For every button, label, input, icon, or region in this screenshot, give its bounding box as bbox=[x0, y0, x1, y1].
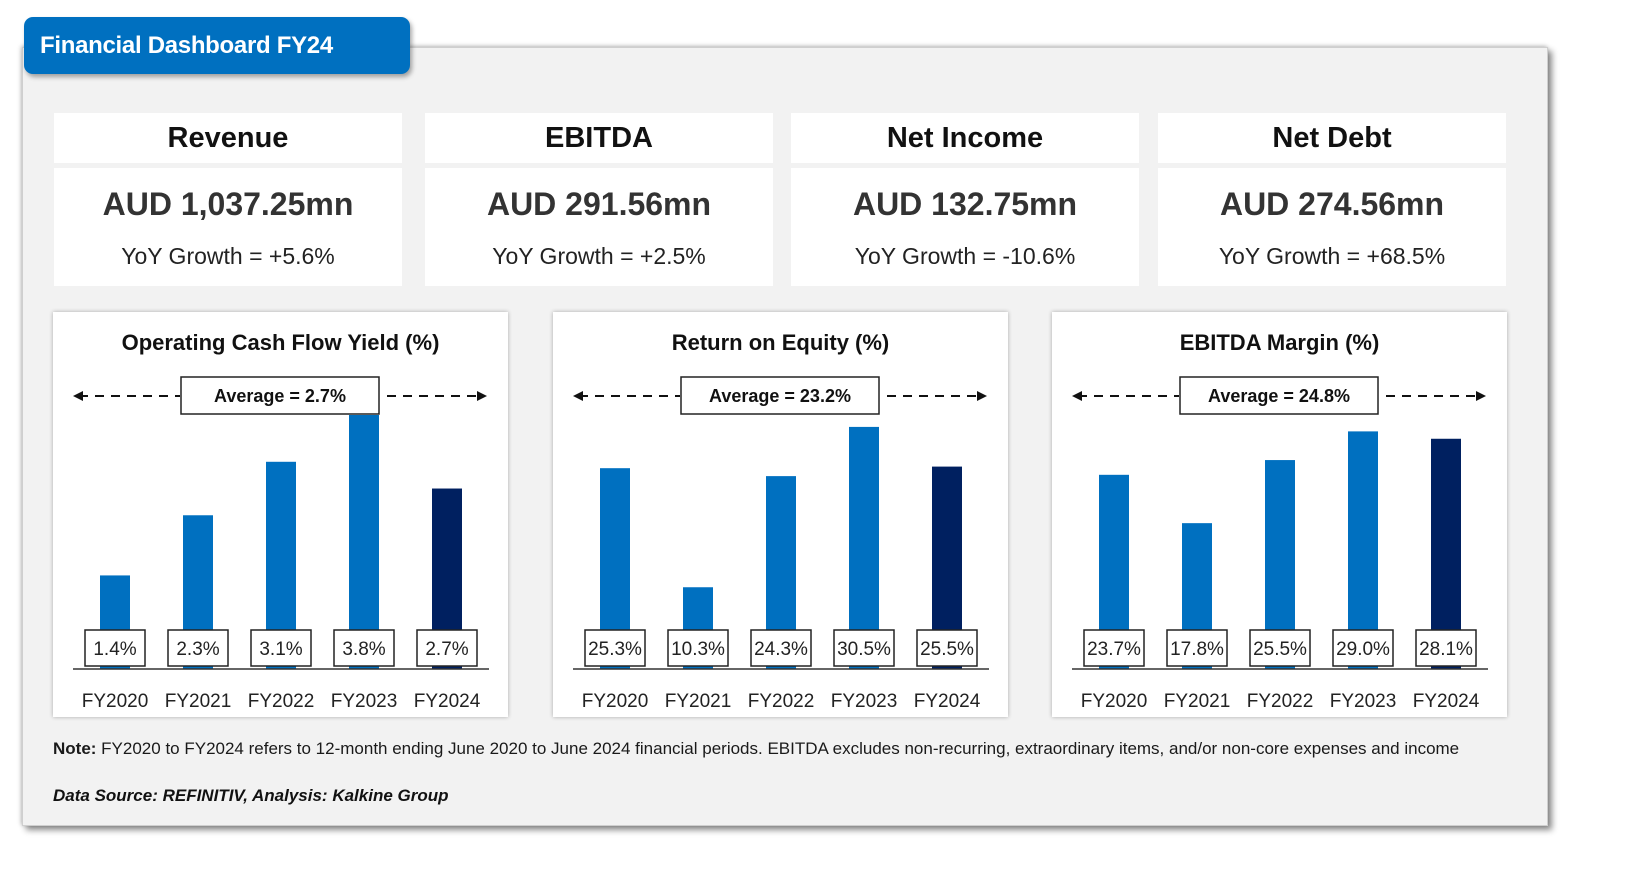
data-label-box bbox=[167, 629, 229, 667]
kpi-growth: YoY Growth = +68.5% bbox=[1218, 243, 1446, 269]
chart-ebitda-margin: EBITDA Margin (%) Average = 24.8% 23.7% FY2… bbox=[1052, 312, 1507, 717]
data-label: 23.7% bbox=[1087, 639, 1141, 660]
chart-return-on-equity: Return on Equity (%) Average = 23.2% 25.3%… bbox=[553, 312, 1008, 717]
data-label-box bbox=[416, 629, 478, 667]
data-label-box bbox=[833, 629, 895, 667]
x-tick-label: FY2022 bbox=[1247, 691, 1314, 712]
data-label: 29.0% bbox=[1336, 639, 1390, 660]
x-tick-label: FY2021 bbox=[665, 691, 732, 712]
kpi-value: AUD 274.56mn bbox=[1219, 186, 1445, 222]
data-label-box bbox=[1332, 629, 1394, 667]
data-source: Data Source: REFINITIV, Analysis: Kalkin… bbox=[53, 786, 449, 805]
average-label-box bbox=[180, 376, 380, 415]
data-label: 30.5% bbox=[837, 639, 891, 660]
chart-svg: Return on Equity (%) Average = 23.2% 25.3%… bbox=[573, 330, 989, 712]
chart-title: EBITDA Margin (%) bbox=[1180, 330, 1380, 355]
data-label: 28.1% bbox=[1419, 639, 1473, 660]
arrow-right-icon bbox=[1476, 391, 1486, 401]
data-label-box bbox=[250, 629, 312, 667]
arrow-left-icon bbox=[573, 391, 583, 401]
kpi-card-net-debt: Net Debt AUD 274.56mn YoY Growth = +68.5… bbox=[1158, 113, 1506, 286]
data-label-box bbox=[667, 629, 729, 667]
data-label-box bbox=[916, 629, 978, 667]
data-label-box bbox=[1083, 629, 1145, 667]
chart-title: Operating Cash Flow Yield (%) bbox=[122, 330, 440, 355]
footnote: Note: FY2020 to FY2024 refers to 12-mont… bbox=[53, 736, 1493, 762]
average-label: Average = 2.7% bbox=[214, 386, 346, 406]
kpi-value: AUD 291.56mn bbox=[486, 186, 712, 222]
kpi-growth: YoY Growth = +2.5% bbox=[492, 243, 706, 269]
x-tick-label: FY2021 bbox=[1164, 691, 1231, 712]
x-tick-label: FY2023 bbox=[331, 691, 398, 712]
x-tick-label: FY2023 bbox=[1330, 691, 1397, 712]
data-label: 3.8% bbox=[342, 639, 385, 660]
arrow-left-icon bbox=[1072, 391, 1082, 401]
kpi-label: Revenue bbox=[54, 113, 402, 163]
kpi-card-ebitda: EBITDA AUD 291.56mn YoY Growth = +2.5% bbox=[425, 113, 773, 286]
data-label: 25.5% bbox=[1253, 639, 1307, 660]
x-tick-label: FY2024 bbox=[414, 691, 481, 712]
data-label: 2.3% bbox=[176, 639, 219, 660]
data-label-box bbox=[750, 629, 812, 667]
kpi-value: AUD 1,037.25mn bbox=[102, 186, 354, 222]
arrow-right-icon bbox=[477, 391, 487, 401]
data-label: 25.5% bbox=[920, 639, 974, 660]
data-label: 10.3% bbox=[671, 639, 725, 660]
x-tick-label: FY2020 bbox=[82, 691, 149, 712]
bar bbox=[849, 426, 879, 669]
data-label: 1.4% bbox=[93, 639, 136, 660]
arrow-left-icon bbox=[73, 391, 83, 401]
note-text: FY2020 to FY2024 refers to 12-month endi… bbox=[96, 739, 1460, 758]
data-label: 17.8% bbox=[1170, 639, 1224, 660]
dashboard-title: Financial Dashboard FY24 bbox=[24, 17, 410, 74]
arrow-right-icon bbox=[977, 391, 987, 401]
average-label-box bbox=[680, 376, 880, 415]
kpi-value: AUD 132.75mn bbox=[852, 186, 1078, 222]
kpi-label: Net Debt bbox=[1158, 113, 1506, 163]
kpi-growth: YoY Growth = -10.6% bbox=[854, 243, 1076, 269]
x-tick-label: FY2021 bbox=[165, 691, 232, 712]
kpi-label: EBITDA bbox=[425, 113, 773, 163]
x-tick-label: FY2024 bbox=[1413, 691, 1480, 712]
note-label: Note: bbox=[53, 739, 97, 758]
x-tick-label: FY2023 bbox=[831, 691, 898, 712]
chart-title: Return on Equity (%) bbox=[672, 330, 890, 355]
x-tick-label: FY2022 bbox=[748, 691, 815, 712]
kpi-growth: YoY Growth = +5.6% bbox=[121, 243, 335, 269]
x-tick-label: FY2022 bbox=[248, 691, 315, 712]
data-label-box bbox=[1415, 629, 1477, 667]
chart-svg: EBITDA Margin (%) Average = 24.8% 23.7% FY2… bbox=[1072, 330, 1488, 712]
data-label: 24.3% bbox=[754, 639, 808, 660]
data-label: 3.1% bbox=[259, 639, 302, 660]
x-tick-label: FY2020 bbox=[582, 691, 649, 712]
chart-operating-cash-flow-yield: Operating Cash Flow Yield (%) Average = 2… bbox=[53, 312, 508, 717]
data-label-box bbox=[84, 629, 146, 667]
data-label: 2.7% bbox=[425, 639, 468, 660]
x-tick-label: FY2020 bbox=[1081, 691, 1148, 712]
kpi-label: Net Income bbox=[791, 113, 1139, 163]
data-label-box bbox=[1249, 629, 1311, 667]
average-label-box bbox=[1179, 376, 1379, 415]
average-label: Average = 24.8% bbox=[1208, 386, 1350, 406]
data-label: 25.3% bbox=[588, 639, 642, 660]
data-label-box bbox=[333, 629, 395, 667]
data-label-box bbox=[584, 629, 646, 667]
x-tick-label: FY2024 bbox=[914, 691, 981, 712]
kpi-card-net-income: Net Income AUD 132.75mn YoY Growth = -10… bbox=[791, 113, 1139, 286]
data-label-box bbox=[1166, 629, 1228, 667]
chart-svg: Operating Cash Flow Yield (%) Average = 2… bbox=[73, 330, 489, 712]
kpi-card-revenue: Revenue AUD 1,037.25mn YoY Growth = +5.6… bbox=[54, 113, 402, 286]
average-label: Average = 23.2% bbox=[709, 386, 851, 406]
bar bbox=[349, 415, 379, 669]
